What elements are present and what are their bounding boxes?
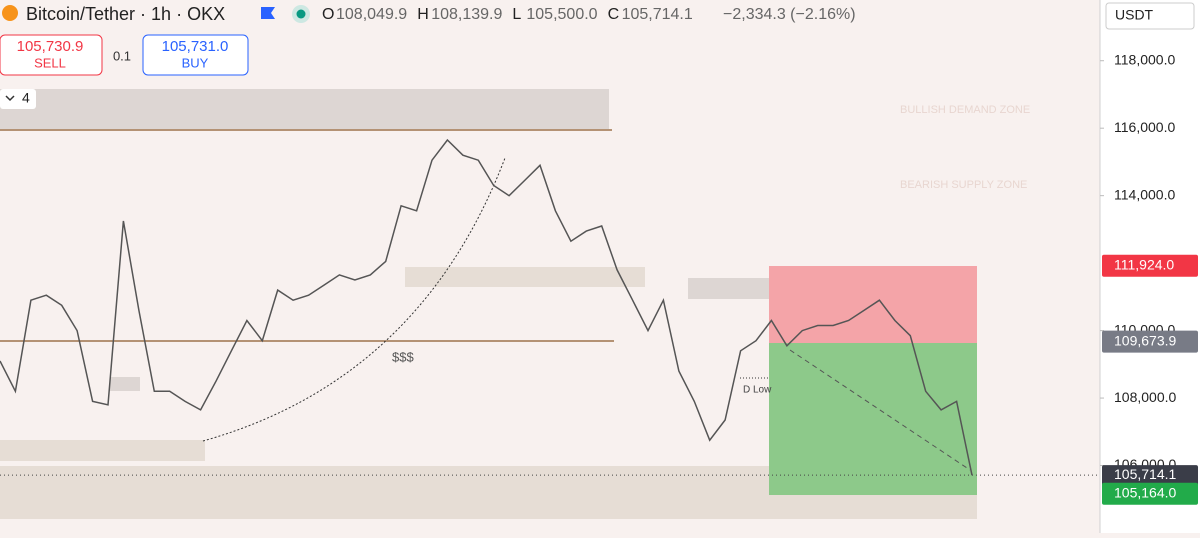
buy-price[interactable]: 105,731.0 [162, 38, 229, 55]
price-tag-label: 111,924.0 [1114, 256, 1174, 272]
price-tag-label: 109,673.9 [1114, 332, 1176, 348]
annotation: BULLISH DEMAND ZONE [900, 104, 1030, 116]
ohlc: O 108,049.9 H 108,139.9 L 105,500.0 C 105,714.1 [322, 6, 693, 23]
zone [0, 89, 609, 129]
ohlc-value: 108,049.9 [336, 6, 407, 23]
sell-button[interactable] [0, 34, 103, 76]
price-line [0, 138, 973, 476]
indicator-toggle[interactable] [0, 89, 36, 109]
coin-icon [2, 5, 18, 21]
axis-labels: 106,000.0108,000.0110,000.0114,000.0116,… [1100, 51, 1198, 505]
price-tag [1102, 482, 1198, 505]
status-dot [296, 9, 306, 19]
trend [789, 349, 971, 471]
annotation: D Low [743, 385, 772, 396]
indicator-count[interactable]: 4 [22, 90, 30, 106]
flag [261, 7, 275, 19]
y-tick-label: 114,000.0 [1114, 186, 1175, 202]
change: −2,334.3 (−2.16%) [723, 6, 856, 23]
sell-label[interactable]: SELL [34, 55, 66, 70]
curve [202, 157, 506, 442]
y-tick-label: 116,000.0 [1114, 119, 1175, 135]
zone [0, 440, 205, 461]
ohlc-value: 105,714.1 [622, 6, 693, 23]
price-tag [1102, 330, 1198, 353]
buy-label[interactable]: BUY [182, 55, 209, 70]
plot [0, 138, 1100, 476]
buy-button[interactable] [142, 34, 249, 76]
y-tick-label: 108,000.0 [1114, 389, 1176, 405]
ohlc-key: C [608, 6, 620, 23]
ohlc-value: 108,139.9 [431, 6, 502, 23]
price-tag [1102, 254, 1198, 277]
annotation: $$$ [392, 349, 414, 364]
chevron[interactable] [5, 95, 15, 102]
ohlc-key: L [512, 6, 521, 23]
zone [405, 267, 645, 287]
quantity[interactable]: 0.1 [113, 48, 131, 63]
y-tick-label: 118,000.0 [1114, 51, 1175, 67]
price-tag-label: 105,164.0 [1114, 484, 1176, 500]
currency-button[interactable] [1105, 2, 1195, 30]
target-zone [769, 343, 977, 495]
price-tag-label: 105,714.1 [1114, 466, 1176, 482]
sell-price[interactable]: 105,730.9 [17, 38, 84, 55]
currency[interactable]: USDT [1115, 7, 1154, 23]
annotation: BEARISH SUPPLY ZONE [900, 179, 1027, 191]
ohlc-key: O [322, 6, 334, 23]
zone [110, 377, 140, 391]
symbol-title: Bitcoin/Tether · 1h · OKX [26, 4, 225, 24]
ohlc-key: H [417, 6, 429, 23]
ohlc-value: 105,500.0 [526, 6, 597, 23]
